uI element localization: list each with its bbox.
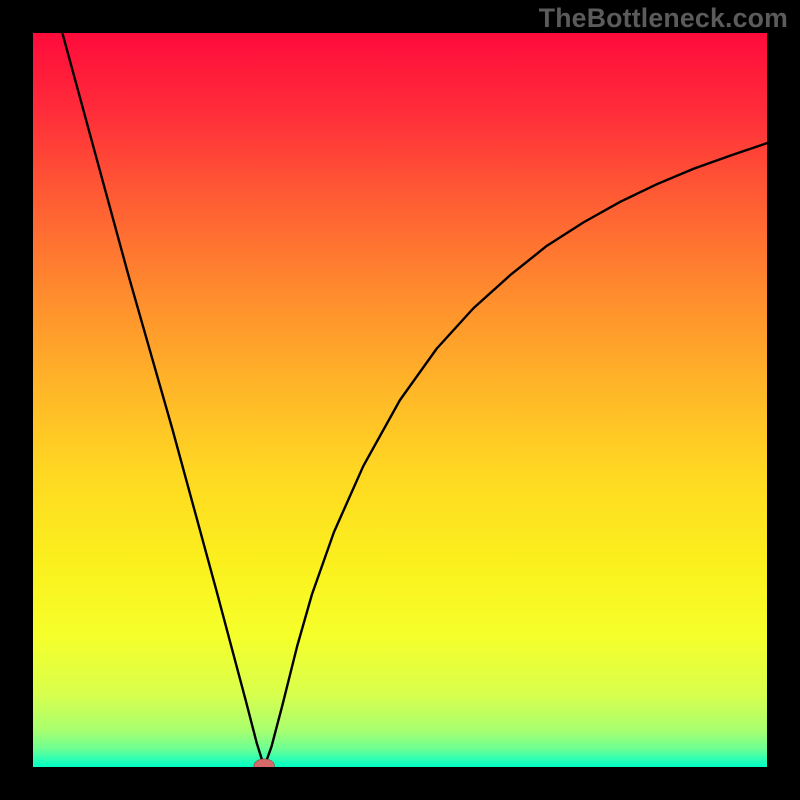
plot-svg bbox=[33, 33, 767, 767]
watermark-text: TheBottleneck.com bbox=[539, 3, 788, 34]
plot-area bbox=[33, 33, 767, 767]
chart-frame: TheBottleneck.com bbox=[0, 0, 800, 800]
